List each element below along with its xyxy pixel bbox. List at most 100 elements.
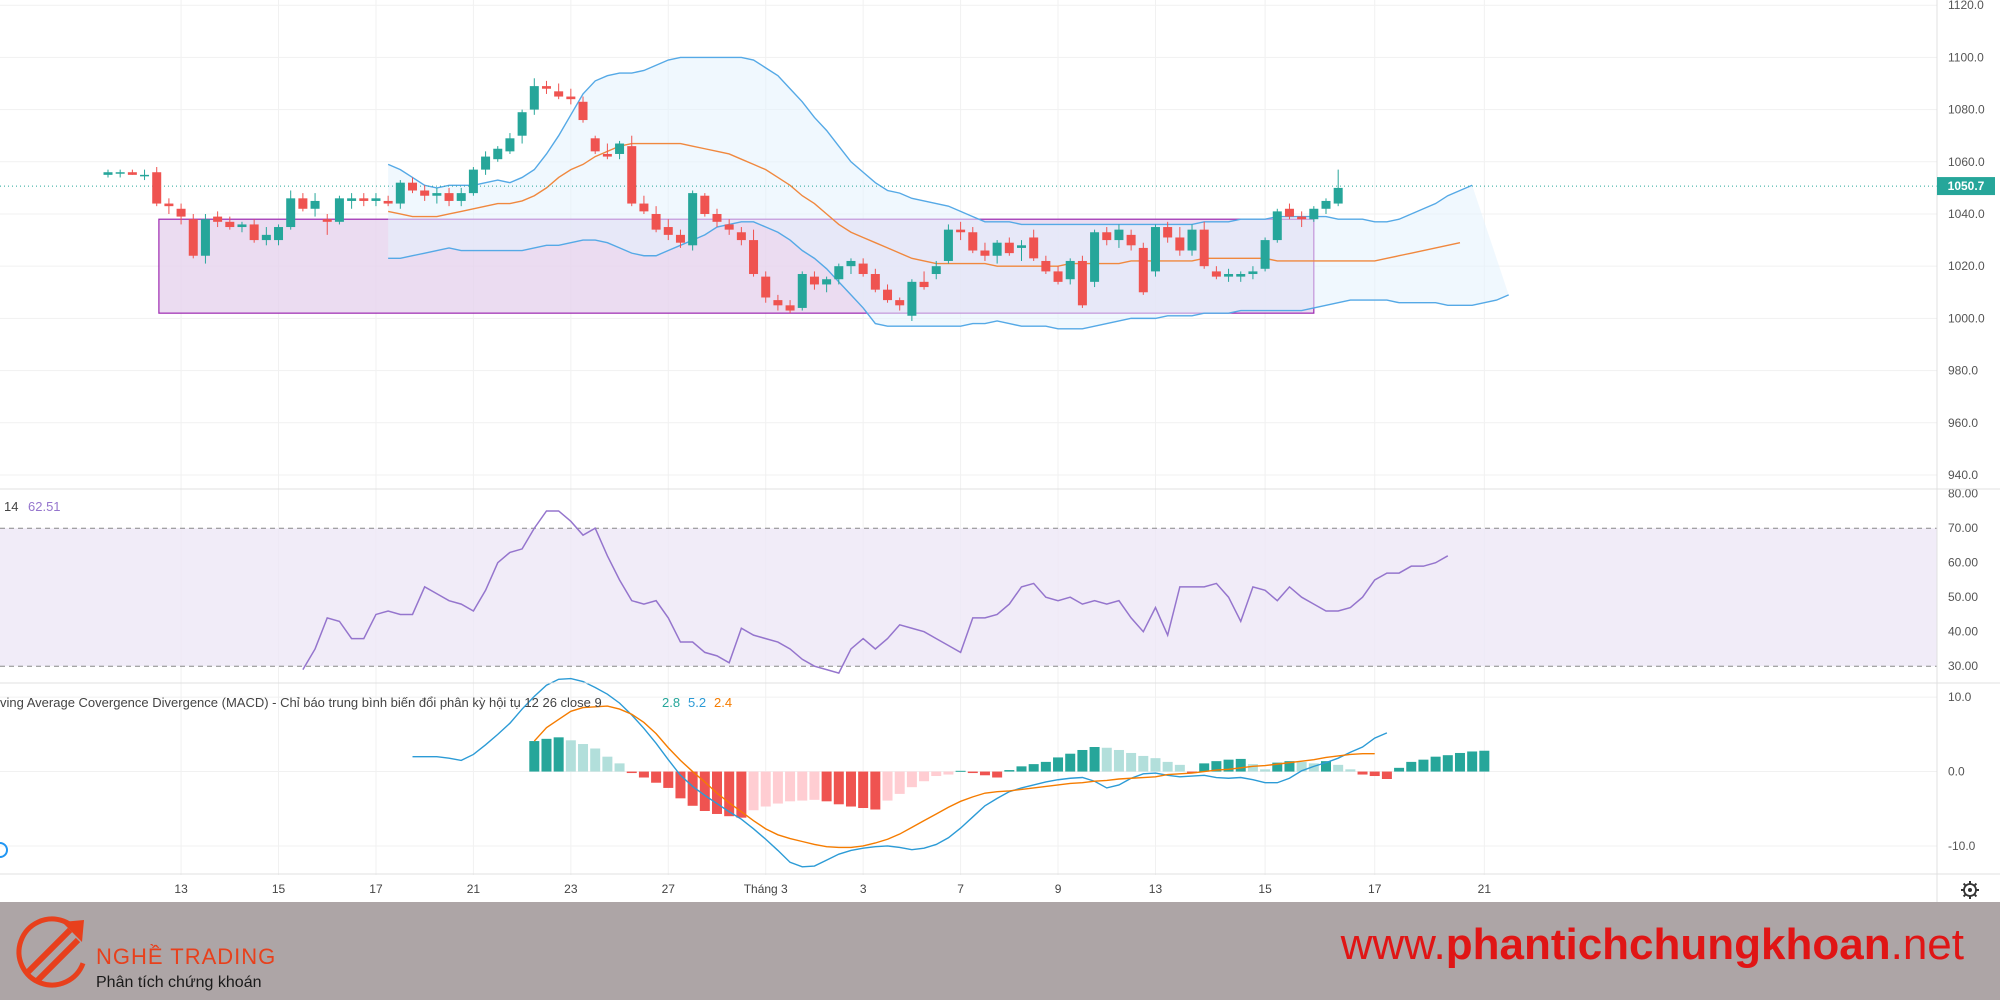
macd-histogram-bar	[553, 737, 564, 772]
macd-histogram-bar	[1479, 750, 1490, 772]
website-link[interactable]: www.phantichchungkhoan.net	[1341, 920, 1964, 970]
candle-body	[1211, 271, 1221, 277]
candle-body	[895, 300, 905, 306]
candle-body	[334, 198, 344, 222]
time-axis-tick: 21	[467, 882, 481, 896]
price-pane[interactable]	[0, 56, 1937, 330]
trading-chart[interactable]: 1120.0 1100.0 1080.0 1060.0 1040.0 1020.0 1000…	[0, 0, 2000, 902]
candle-body	[797, 274, 807, 308]
macd-histogram-bar	[626, 771, 637, 774]
candle-body	[834, 266, 844, 280]
candle-body	[420, 190, 430, 196]
candle-body	[359, 198, 369, 201]
candle-body	[822, 279, 832, 285]
macd-axis-tick: -10.0	[1948, 839, 1976, 853]
price-tag-label: 1050.7	[1948, 179, 1985, 193]
candle-body	[712, 213, 722, 222]
candle-body	[749, 240, 759, 275]
macd-histogram-bar	[638, 771, 649, 778]
macd-histogram-bar	[858, 771, 869, 809]
rsi-line	[302, 510, 1449, 674]
scroll-handle-icon[interactable]	[0, 842, 8, 858]
macd-histogram-bar	[699, 771, 710, 811]
candle-body	[700, 195, 710, 214]
candle-body	[164, 203, 174, 207]
candle-body	[931, 266, 941, 275]
macd-histogram-bar	[1296, 761, 1307, 772]
candle-body	[1236, 274, 1246, 277]
macd-histogram-bar	[541, 738, 552, 772]
price-axis-tick: 1120.0	[1948, 0, 1984, 12]
macd-axis-tick: 10.0	[1948, 690, 1972, 704]
macd-pane[interactable]	[412, 677, 1490, 868]
macd-histogram-bar	[1187, 771, 1198, 774]
candle-body	[590, 138, 600, 152]
candle-body	[213, 216, 223, 222]
candle-body	[943, 229, 953, 261]
brand-tagline: Phân tích chứng khoán	[96, 974, 262, 991]
macd-histogram-bar	[1430, 756, 1441, 772]
candle-body	[1260, 240, 1270, 269]
macd-histogram-bar	[590, 748, 601, 772]
candle-body	[1090, 232, 1100, 282]
candle-body	[432, 193, 442, 196]
candle-body	[846, 260, 856, 267]
macd-histogram-bar	[833, 771, 844, 805]
candle-body	[249, 224, 259, 241]
rsi-axis-tick: 40.00	[1948, 625, 1978, 639]
candle-body	[992, 242, 1002, 256]
macd-legend-value-3: 2.4	[714, 695, 732, 710]
candle-body	[1187, 229, 1197, 251]
macd-histogram-bar	[1394, 767, 1405, 772]
candle-body	[444, 193, 454, 201]
rsi-legend-value: 62.51	[28, 499, 61, 514]
candle-body	[140, 174, 150, 177]
bollinger-band-fill	[388, 57, 1509, 329]
macd-histogram-bar	[1211, 761, 1222, 772]
candle-body	[651, 213, 661, 230]
macd-histogram-bar	[1174, 764, 1185, 772]
candle-body	[1004, 242, 1014, 254]
candle-body	[761, 276, 771, 298]
grid-lines	[0, 0, 1937, 875]
macd-histogram-bar	[906, 771, 917, 788]
rsi-pane[interactable]	[0, 510, 1937, 674]
macd-line	[412, 677, 1388, 868]
price-axis-tick: 980.0	[1948, 364, 1978, 378]
macd-legend-value-1: 2.8	[662, 695, 680, 710]
macd-axis-tick: 0.0	[1948, 765, 1965, 779]
candle-body	[858, 263, 868, 275]
macd-histogram-bar	[1454, 752, 1465, 772]
time-axis-tick: 15	[272, 882, 286, 896]
candle-body	[1321, 200, 1331, 209]
website-suffix: .net	[1890, 920, 1964, 969]
candle-body	[688, 193, 698, 246]
macd-histogram-bar	[1418, 759, 1429, 772]
candle-body	[1297, 216, 1307, 220]
macd-histogram-bar	[1040, 761, 1051, 772]
candle-body	[225, 221, 235, 228]
macd-histogram-bar	[870, 771, 881, 810]
time-axis-tick: 3	[860, 882, 867, 896]
macd-histogram-bar	[1089, 747, 1100, 772]
macd-histogram-bar	[931, 771, 942, 777]
candle-body	[1114, 229, 1124, 241]
candle-body	[554, 91, 564, 97]
candle-body	[176, 208, 186, 217]
macd-histogram-bar	[785, 771, 796, 802]
macd-histogram-bar	[1381, 771, 1392, 779]
candle-body	[1150, 227, 1160, 272]
candle-body	[615, 143, 625, 154]
macd-histogram-bar	[1065, 753, 1076, 772]
candle-body	[1248, 271, 1258, 275]
candle-body	[310, 200, 320, 209]
price-axis-tick: 1100.0	[1948, 50, 1984, 64]
macd-histogram-bar	[1442, 755, 1453, 772]
candle-body	[675, 234, 685, 243]
time-axis-tick: 17	[369, 882, 383, 896]
settings-gear-icon[interactable]	[1961, 881, 1979, 899]
candle-body	[1272, 211, 1282, 241]
macd-histogram-bar	[1284, 761, 1295, 772]
candle-body	[773, 300, 783, 306]
candle-body	[322, 219, 332, 222]
